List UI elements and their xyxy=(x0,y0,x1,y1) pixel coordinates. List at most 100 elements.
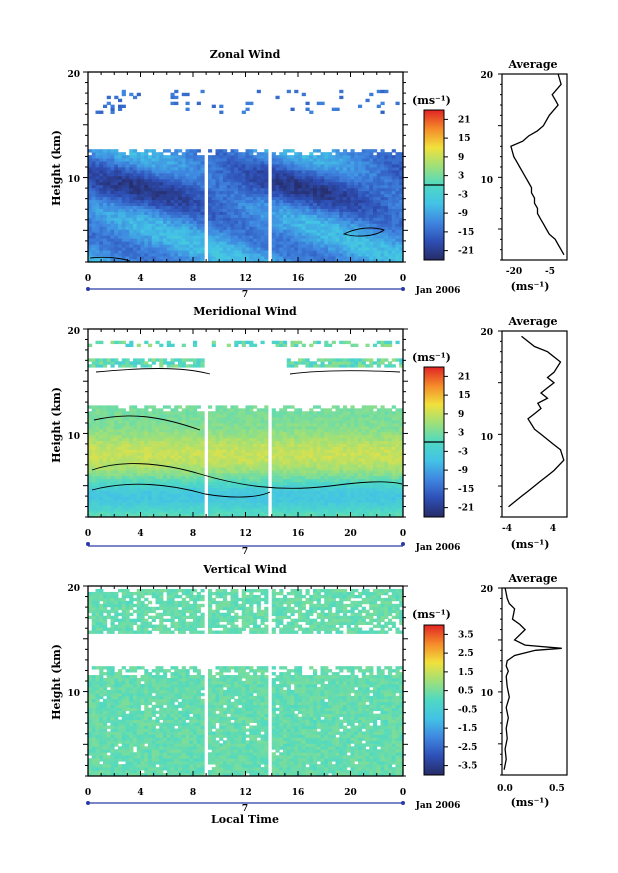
colorbar-tick-label: -15 xyxy=(458,228,474,238)
heatmap-cell xyxy=(178,361,183,365)
heatmap-cell xyxy=(91,241,96,245)
heatmap-cell xyxy=(129,437,134,442)
heatmap-cell xyxy=(290,226,295,230)
heatmap-cell xyxy=(226,152,231,156)
heatmap-cell xyxy=(384,238,389,242)
heatmap-cell xyxy=(91,481,96,486)
heatmap-cell xyxy=(395,235,400,239)
heatmap-cell xyxy=(331,187,336,192)
heatmap-cell xyxy=(193,193,198,198)
heatmap-cell xyxy=(369,217,374,221)
heatmap-cell xyxy=(181,493,186,497)
heatmap-cell xyxy=(129,472,134,477)
heatmap-cell xyxy=(196,496,201,500)
heatmap-cell xyxy=(136,464,141,468)
heatmap-cell xyxy=(234,158,239,162)
heatmap-cell xyxy=(106,508,111,512)
heatmap-cell xyxy=(241,196,246,201)
heatmap-cell xyxy=(163,247,168,251)
heatmap-cell xyxy=(324,229,329,233)
zonal-average-xlabel: (ms⁻¹) xyxy=(511,280,550,293)
heatmap-cell xyxy=(163,431,168,436)
heatmap-cell xyxy=(215,232,220,236)
heatmap-cell xyxy=(193,187,198,192)
heatmap-cell xyxy=(200,89,205,94)
heatmap-cell xyxy=(305,241,310,245)
heatmap-cell xyxy=(125,411,130,415)
heatmap-cell xyxy=(110,149,115,153)
heatmap-cell xyxy=(91,420,96,424)
heatmap-cell xyxy=(238,475,243,480)
heatmap-cell xyxy=(219,431,224,436)
heatmap-cell xyxy=(226,511,231,515)
heatmap-cell xyxy=(339,187,344,192)
heatmap-cell xyxy=(226,217,231,221)
heatmap-cell xyxy=(391,181,396,186)
heatmap-cell xyxy=(140,496,145,500)
heatmap-cell xyxy=(181,256,186,260)
heatmap-cell xyxy=(290,190,295,195)
heatmap-cell xyxy=(136,196,141,201)
heatmap-cell xyxy=(148,431,153,436)
heatmap-cell xyxy=(249,496,254,500)
heatmap-cell xyxy=(245,220,250,224)
heatmap-cell xyxy=(118,158,123,162)
heatmap-cell xyxy=(350,214,355,218)
heatmap-cell xyxy=(223,169,228,174)
heatmap-cell xyxy=(133,475,138,480)
heatmap-cell xyxy=(245,508,250,512)
heatmap-cell xyxy=(249,244,254,248)
heatmap-cell xyxy=(121,499,126,503)
heatmap-cell xyxy=(103,256,108,260)
heatmap-cell xyxy=(320,190,325,195)
heatmap-cell xyxy=(163,358,168,362)
heatmap-cell xyxy=(103,149,108,153)
heatmap-cell xyxy=(369,253,374,257)
heatmap-cell xyxy=(148,232,153,236)
heatmap-cell xyxy=(234,187,239,192)
heatmap-cell xyxy=(196,461,201,465)
heatmap-cell xyxy=(230,152,235,156)
heatmap-cell xyxy=(106,478,111,483)
heatmap-cell xyxy=(376,253,381,257)
heatmap-cell xyxy=(174,475,179,480)
heatmap-cell xyxy=(163,161,168,165)
heatmap-cell xyxy=(309,211,314,215)
heatmap-cell xyxy=(358,247,363,251)
heatmap-cell xyxy=(275,95,280,100)
heatmap-cell xyxy=(294,235,299,239)
heatmap-cell xyxy=(241,199,246,204)
heatmap-cell xyxy=(181,408,186,412)
heatmap-cell xyxy=(163,475,168,480)
heatmap-cell xyxy=(144,178,149,183)
heatmap-cell xyxy=(121,446,126,450)
heatmap-cell xyxy=(136,152,141,156)
heatmap-cell xyxy=(114,220,119,224)
heatmap-cell xyxy=(133,217,138,221)
heatmap-cell xyxy=(376,205,381,209)
heatmap-cell xyxy=(151,496,156,500)
heatmap-cell xyxy=(264,172,269,177)
heatmap-cell xyxy=(241,158,246,162)
heatmap-cell xyxy=(144,169,149,174)
heatmap-cell xyxy=(283,250,288,254)
heatmap-cell xyxy=(241,514,246,518)
heatmap-cell xyxy=(313,205,318,209)
heatmap-cell xyxy=(118,253,123,257)
heatmap-cell xyxy=(110,211,115,215)
heatmap-cell xyxy=(155,217,160,221)
heatmap-cell xyxy=(298,199,303,204)
heatmap-cell xyxy=(166,253,171,257)
heatmap-cell xyxy=(290,193,295,198)
heatmap-cell xyxy=(324,196,329,201)
heatmap-cell xyxy=(151,420,156,424)
heatmap-cell xyxy=(103,364,108,368)
heatmap-cell xyxy=(159,178,164,183)
heatmap-cell xyxy=(136,217,141,221)
heatmap-cell xyxy=(144,405,149,409)
heatmap-cell xyxy=(320,241,325,245)
heatmap-cell xyxy=(208,253,213,257)
heatmap-cell xyxy=(354,199,359,204)
heatmap-cell xyxy=(159,199,164,204)
heatmap-cell xyxy=(106,244,111,248)
